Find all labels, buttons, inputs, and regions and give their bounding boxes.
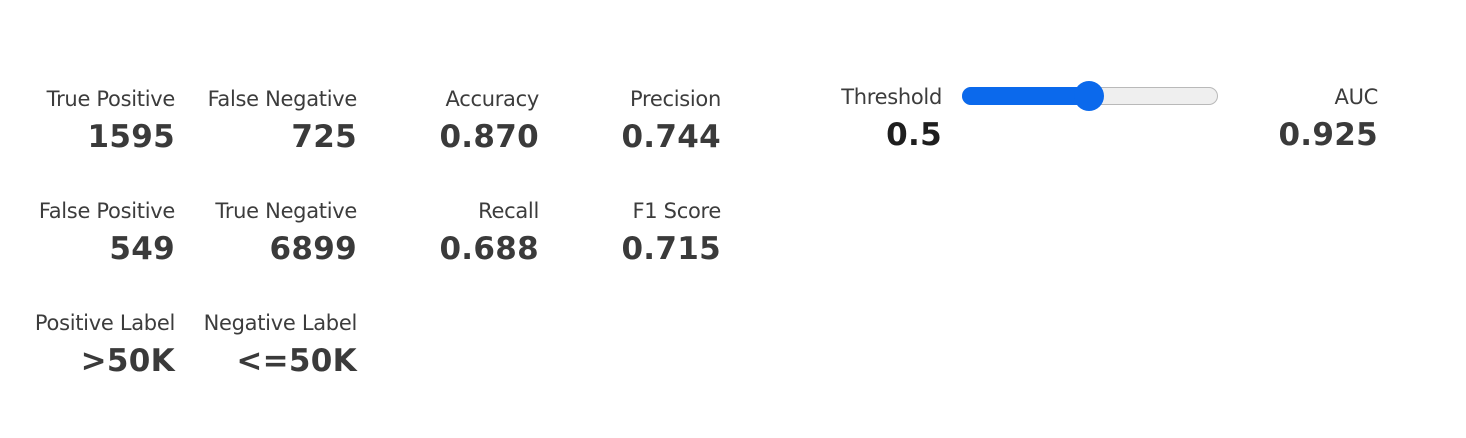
positive-label-value: >50K: [80, 343, 175, 379]
false-negative-label: False Negative: [207, 87, 358, 111]
threshold-value: 0.5: [886, 117, 942, 153]
threshold-label: Threshold: [841, 85, 942, 109]
false-positive-label: False Positive: [38, 199, 175, 223]
true-positive-value: 1595: [87, 119, 175, 155]
false-positive-value: 549: [109, 231, 175, 267]
true-negative-value: 6899: [269, 231, 357, 267]
accuracy-value: 0.870: [439, 119, 539, 155]
precision-label: Precision: [629, 87, 721, 111]
negative-label-label: Negative Label: [203, 311, 358, 335]
threshold-slider-fill: [962, 87, 1089, 105]
false-negative-value: 725: [291, 119, 357, 155]
precision-value: 0.744: [621, 119, 721, 155]
threshold-slider[interactable]: [962, 81, 1218, 111]
auc-value: 0.925: [1278, 117, 1378, 153]
threshold-slider-thumb[interactable]: [1074, 81, 1104, 111]
accuracy-label: Accuracy: [445, 87, 540, 111]
true-negative-label: True Negative: [215, 199, 357, 223]
f1-score-label: F1 Score: [632, 199, 721, 223]
negative-label-value: <=50K: [236, 343, 357, 379]
auc-label: AUC: [1334, 85, 1379, 109]
recall-value: 0.688: [439, 231, 539, 267]
true-positive-label: True Positive: [46, 87, 176, 111]
recall-label: Recall: [478, 199, 539, 223]
f1-score-value: 0.715: [621, 231, 721, 267]
positive-label-label: Positive Label: [34, 311, 175, 335]
